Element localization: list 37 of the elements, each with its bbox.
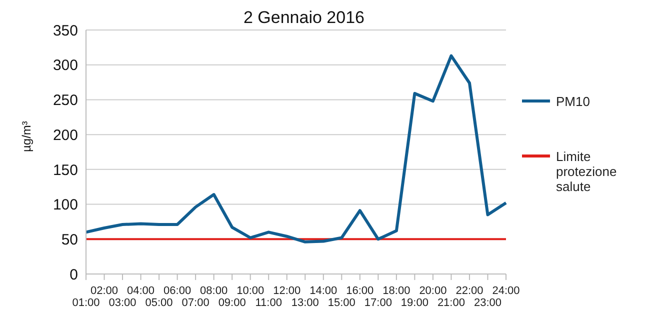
y-tick-label: 150 <box>52 162 78 179</box>
x-tick-label: 22:00 <box>456 285 484 297</box>
y-axis-title: µg/m³ <box>19 121 34 152</box>
x-tick-label: 16:00 <box>346 285 374 297</box>
y-tick-label: 0 <box>70 266 78 284</box>
x-tick-label: 11:00 <box>255 297 282 309</box>
x-tick-label: 24:00 <box>492 285 520 297</box>
y-tick-label: 300 <box>52 57 78 74</box>
x-tick-label: 19:00 <box>400 297 428 309</box>
x-tick-label: 09:00 <box>218 297 246 309</box>
x-tick-label: 03:00 <box>108 297 136 309</box>
x-tick-label: 06:00 <box>164 285 192 297</box>
x-tick-label: 23:00 <box>474 297 502 309</box>
legend-label: Limite protezione salute <box>556 149 618 194</box>
x-tick-label: 07:00 <box>182 297 210 309</box>
x-tick-label: 20:00 <box>419 285 447 297</box>
x-tick-label: 02:00 <box>90 285 118 297</box>
x-tick-label: 08:00 <box>200 285 228 297</box>
y-tick-label: 350 <box>52 22 78 40</box>
chart-title: 2 Gennaio 2016 <box>242 8 366 28</box>
y-tick-label: 200 <box>52 126 78 144</box>
y-tick-label: 250 <box>52 92 78 110</box>
x-tick-label: 10:00 <box>236 285 264 297</box>
x-tick-label: 13:00 <box>291 297 319 309</box>
y-tick-label: 100 <box>52 196 78 214</box>
line-series <box>84 54 508 244</box>
x-tick-label: 18:00 <box>382 285 410 297</box>
x-tick-label: 21:00 <box>437 297 465 309</box>
x-tick-label: 01:00 <box>72 297 100 309</box>
x-tick-label: 14:00 <box>310 285 338 297</box>
x-tick-label: 05:00 <box>145 297 173 309</box>
legend-label: PM10 <box>556 94 590 109</box>
x-tick-label: 17:00 <box>364 297 392 309</box>
x-tick-label: 12:00 <box>273 285 301 297</box>
x-tick-label: 04:00 <box>127 285 155 297</box>
y-tick-label: 50 <box>61 231 78 248</box>
x-tick-label: 15:00 <box>328 297 356 309</box>
